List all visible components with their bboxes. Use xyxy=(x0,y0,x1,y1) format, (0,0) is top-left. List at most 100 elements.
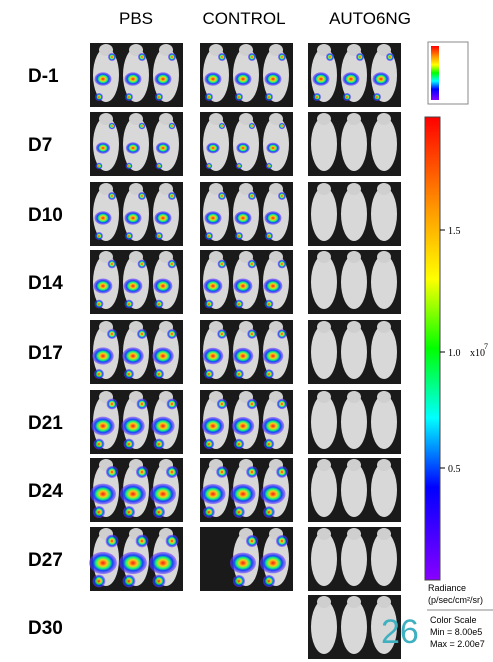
signal xyxy=(247,259,257,269)
signal xyxy=(260,552,286,574)
mouse-head xyxy=(377,321,391,333)
mouse-image xyxy=(308,320,401,384)
color-scale-max: Max = 2.00e7 xyxy=(430,639,485,649)
mouse xyxy=(311,395,337,449)
signal xyxy=(261,417,285,435)
signal xyxy=(260,483,286,505)
mouse-head xyxy=(159,183,173,195)
mouse-head xyxy=(377,528,391,540)
mouse-image xyxy=(308,43,401,107)
mouse-image xyxy=(308,595,401,659)
signal xyxy=(216,398,228,410)
column-header: CONTROL xyxy=(202,9,285,28)
signal xyxy=(204,299,214,309)
signal xyxy=(263,438,275,450)
mouse-head xyxy=(269,113,283,125)
signal xyxy=(386,53,394,61)
signal xyxy=(105,534,119,548)
mouse-image xyxy=(200,458,293,522)
mouse-head xyxy=(317,528,331,540)
mouse xyxy=(311,463,337,517)
signal xyxy=(154,211,172,225)
signal xyxy=(125,162,133,170)
signal xyxy=(235,162,243,170)
mouse xyxy=(341,117,367,171)
signal xyxy=(265,162,273,170)
mouse xyxy=(311,117,337,171)
signal xyxy=(107,329,117,339)
mouse-image xyxy=(90,458,183,522)
signal xyxy=(136,398,148,410)
mouse-head xyxy=(347,113,361,125)
signal xyxy=(108,192,116,200)
mouse-head xyxy=(239,113,253,125)
mouse-head xyxy=(377,251,391,263)
mouse-head xyxy=(317,321,331,333)
signal xyxy=(203,278,223,294)
signal xyxy=(230,483,256,505)
row-label: D21 xyxy=(28,413,63,434)
signal xyxy=(206,142,220,154)
signal xyxy=(94,299,104,309)
signal xyxy=(218,192,226,200)
signal xyxy=(135,534,149,548)
mouse-head xyxy=(317,44,331,56)
signal xyxy=(264,369,274,379)
mouse xyxy=(341,325,367,379)
mouse-head xyxy=(99,44,113,56)
mouse-image xyxy=(90,390,183,454)
signal xyxy=(263,506,275,518)
signal xyxy=(217,259,227,269)
legend-thumbnail-bar xyxy=(431,46,439,100)
mouse-head xyxy=(209,183,223,195)
signal xyxy=(235,93,243,101)
signal xyxy=(264,211,282,225)
signal xyxy=(246,398,258,410)
signal xyxy=(264,299,274,309)
signal xyxy=(124,299,134,309)
mouse-head xyxy=(377,113,391,125)
color-bar-exponent: 7 xyxy=(484,342,488,351)
signal xyxy=(204,369,214,379)
signal xyxy=(205,93,213,101)
mouse-head xyxy=(99,113,113,125)
signal xyxy=(276,535,288,547)
signal xyxy=(166,398,178,410)
signal xyxy=(203,438,215,450)
mouse xyxy=(371,395,397,449)
signal xyxy=(205,162,213,170)
signal xyxy=(95,93,103,101)
signal xyxy=(151,416,175,436)
signal xyxy=(123,438,135,450)
page-number: 26 xyxy=(381,613,419,651)
signal xyxy=(234,72,252,86)
signal xyxy=(155,93,163,101)
signal xyxy=(138,122,146,130)
signal xyxy=(234,211,252,225)
signal xyxy=(107,259,117,269)
signal xyxy=(263,278,283,294)
mouse-image xyxy=(90,250,183,314)
signal xyxy=(124,369,134,379)
mouse xyxy=(371,600,397,654)
signal xyxy=(342,72,360,86)
signal xyxy=(200,483,226,505)
signal xyxy=(231,417,255,435)
mouse-head xyxy=(159,44,173,56)
signal xyxy=(149,551,177,575)
mouse xyxy=(311,600,337,654)
signal xyxy=(136,466,148,478)
signal xyxy=(204,211,222,225)
signal xyxy=(372,72,390,86)
signal xyxy=(89,551,117,575)
mouse-head xyxy=(377,596,391,608)
signal xyxy=(154,369,164,379)
mouse xyxy=(371,463,397,517)
signal xyxy=(94,369,104,379)
mouse-head xyxy=(317,113,331,125)
mouse-head xyxy=(347,391,361,403)
signal xyxy=(150,483,176,505)
signal xyxy=(153,438,165,450)
mouse-head xyxy=(239,183,253,195)
row-label: D30 xyxy=(28,618,63,639)
